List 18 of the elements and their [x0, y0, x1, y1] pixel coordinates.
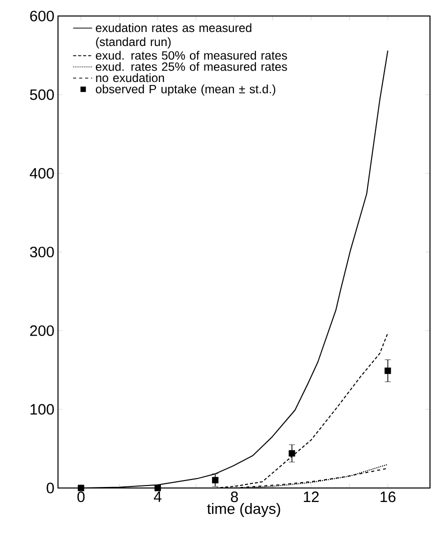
x-axis-title: time (days)	[207, 503, 280, 517]
legend-label: observed P uptake (mean ± st.d.)	[96, 84, 276, 96]
x-tick-label: 4	[154, 492, 162, 502]
x-tick-label: 12	[304, 492, 319, 502]
legend-label: exud. rates 25% of measured rates	[96, 62, 287, 71]
y-tick-label: 300	[30, 246, 54, 258]
y-tick-label: 0	[46, 482, 54, 494]
y-tick-label: 400	[30, 168, 54, 179]
y-tick-label: 100	[30, 404, 54, 415]
x-tick-label: 0	[77, 492, 85, 502]
x-tick-label: 16	[380, 492, 396, 502]
legend-label: no exudation	[96, 73, 164, 82]
legend-label: exud. rates 50% of measured rates	[96, 50, 287, 60]
x-tick-label: 8	[230, 492, 238, 502]
y-tick-label: 500	[30, 89, 54, 100]
y-tick-label: 600	[30, 10, 54, 22]
legend-label: exudation rates as measured (standard run)	[96, 23, 252, 48]
y-tick-label: 200	[30, 325, 54, 336]
